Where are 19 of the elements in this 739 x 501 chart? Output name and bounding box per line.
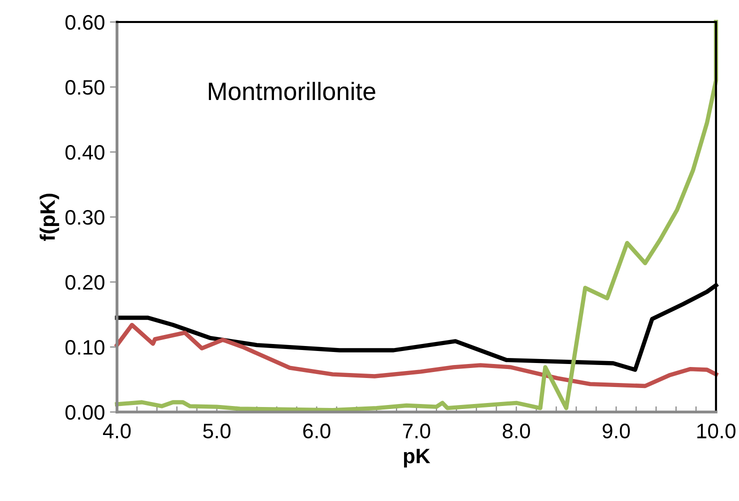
y-tick-label: 0.50 <box>65 80 104 95</box>
x-tick-label: 6.0 <box>303 424 330 438</box>
x-axis-title: pK <box>404 448 430 468</box>
x-tick-label: 8.0 <box>502 424 530 438</box>
annotation: Montmorillonite <box>208 82 376 100</box>
x-tick-label: 4.0 <box>103 424 131 438</box>
line-series <box>114 20 718 412</box>
y-tick-label: 0.30 <box>65 210 104 225</box>
y-tick-label: 0.00 <box>65 405 104 420</box>
x-tick-label: 5.0 <box>203 424 230 438</box>
x-tick-label: 7.0 <box>403 424 430 438</box>
y-tick-label: 0.10 <box>65 340 104 355</box>
y-axis-title: f(pK) <box>40 194 60 241</box>
y-tick-label: 0.60 <box>65 15 104 30</box>
y-tick-label: 0.40 <box>65 145 104 160</box>
x-tick-label: 10.0 <box>697 424 736 438</box>
y-tick-label: 0.20 <box>65 275 104 290</box>
x-tick-label: 9.0 <box>602 424 630 438</box>
line-series <box>114 322 718 388</box>
